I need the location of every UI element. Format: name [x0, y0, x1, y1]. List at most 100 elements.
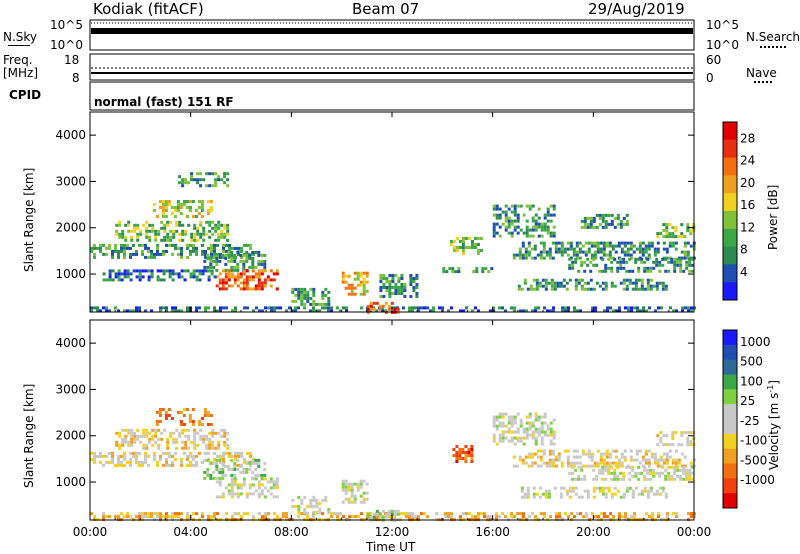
- freq-label: Freq.: [3, 53, 33, 67]
- data-cell: [249, 246, 252, 250]
- data-cell: [258, 512, 261, 516]
- data-cell: [382, 286, 386, 289]
- data-cell: [659, 232, 663, 236]
- data-cell: [531, 228, 535, 232]
- data-cell: [583, 225, 587, 229]
- data-cell: [115, 232, 119, 236]
- data-cell: [291, 299, 295, 303]
- data-cell: [604, 213, 608, 217]
- data-cell: [384, 301, 388, 305]
- data-cell: [111, 249, 114, 253]
- data-cell: [671, 434, 675, 438]
- data-cell: [263, 477, 267, 481]
- data-cell: [159, 278, 163, 282]
- data-cell: [464, 451, 468, 454]
- data-cell: [270, 306, 273, 310]
- data-cell: [252, 309, 255, 313]
- data-cell: [397, 286, 401, 289]
- data-cell: [266, 480, 270, 484]
- velocity-region: [366, 509, 400, 522]
- data-cell: [90, 309, 93, 313]
- data-cell: [620, 452, 624, 456]
- data-cell: [534, 222, 538, 226]
- data-cell: [102, 515, 105, 519]
- data-cell: [563, 250, 567, 254]
- data-cell: [203, 458, 207, 462]
- data-cell: [662, 443, 666, 447]
- data-cell: [144, 246, 147, 250]
- data-cell: [592, 219, 596, 223]
- data-cell: [654, 309, 657, 313]
- data-cell: [417, 306, 420, 310]
- data-cell: [177, 246, 180, 250]
- data-cell: [300, 498, 304, 502]
- data-cell: [519, 512, 522, 516]
- data-cell: [215, 262, 219, 266]
- data-cell: [644, 250, 648, 254]
- data-cell: [620, 247, 624, 251]
- data-cell: [102, 454, 105, 458]
- xtick-label: 00:00: [677, 525, 712, 539]
- data-cell: [195, 512, 198, 516]
- data-cell: [476, 243, 480, 246]
- data-cell: [187, 446, 191, 450]
- data-cell: [142, 446, 146, 450]
- data-cell: [622, 260, 626, 264]
- data-cell: [516, 225, 520, 229]
- data-cell: [141, 515, 144, 519]
- data-cell: [667, 474, 671, 478]
- data-cell: [184, 428, 188, 432]
- data-cell: [254, 467, 258, 471]
- data-cell: [176, 200, 180, 203]
- data-cell: [689, 431, 693, 435]
- data-cell: [205, 184, 209, 188]
- data-cell: [504, 213, 508, 217]
- data-cell: [586, 263, 590, 267]
- data-cell: [518, 250, 522, 254]
- data-cell: [96, 309, 99, 313]
- data-cell: [190, 232, 194, 236]
- data-cell: [691, 263, 695, 267]
- data-cell: [672, 512, 675, 516]
- data-cell: [203, 250, 207, 254]
- data-cell: [172, 235, 176, 239]
- data-cell: [135, 252, 138, 256]
- data-cell: [121, 235, 125, 239]
- data-cell: [185, 206, 189, 209]
- data-cell: [599, 458, 603, 462]
- data-cell: [602, 250, 606, 254]
- data-cell: [629, 449, 633, 453]
- data-cell: [516, 427, 520, 431]
- data-cell: [248, 492, 252, 496]
- data-cell: [192, 246, 195, 250]
- data-cell: [169, 229, 173, 233]
- data-cell: [242, 287, 246, 291]
- data-cell: [297, 495, 301, 499]
- data-cell: [206, 212, 210, 215]
- data-cell: [651, 515, 654, 519]
- data-cell: [375, 515, 378, 519]
- data-cell: [504, 412, 508, 416]
- power-region: [568, 257, 695, 273]
- data-cell: [539, 241, 543, 245]
- data-cell: [658, 492, 662, 496]
- data-cell: [631, 468, 635, 472]
- data-cell: [644, 247, 648, 251]
- data-cell: [330, 512, 333, 516]
- data-cell: [647, 449, 651, 453]
- data-cell: [228, 246, 231, 250]
- data-cell: [164, 417, 168, 420]
- data-cell: [546, 228, 550, 232]
- data-cell: [666, 512, 669, 516]
- data-cell: [616, 213, 620, 217]
- data-cell: [164, 215, 168, 218]
- data-cell: [197, 420, 201, 423]
- data-cell: [464, 246, 468, 249]
- data-cell: [222, 454, 225, 458]
- data-cell: [257, 480, 261, 484]
- data-cell: [513, 228, 517, 232]
- data-cell: [215, 480, 219, 484]
- data-cell: [552, 418, 556, 422]
- data-cell: [571, 486, 575, 490]
- data-cell: [507, 222, 511, 226]
